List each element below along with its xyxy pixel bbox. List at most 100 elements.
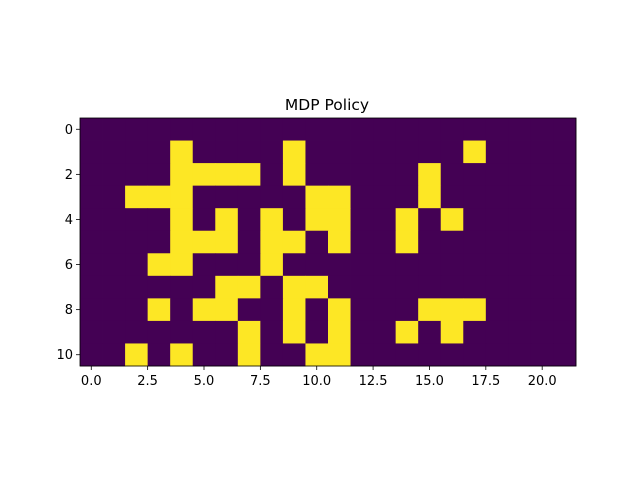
heatmap-cell: [282, 140, 306, 164]
heatmap-cell: [102, 298, 126, 322]
heatmap-cell: [418, 163, 442, 187]
heatmap-cell: [260, 320, 284, 344]
heatmap-cell: [282, 298, 306, 322]
heatmap-cell: [260, 253, 284, 277]
heatmap-cell: [485, 298, 509, 322]
heatmap-cell: [530, 253, 554, 277]
x-tick-label: 0.0: [81, 374, 102, 389]
heatmap-cell: [395, 140, 419, 164]
heatmap-cell: [328, 140, 351, 164]
heatmap-cell: [530, 343, 554, 367]
plot-frame: [79, 117, 577, 367]
heatmap-cell: [170, 253, 194, 277]
heatmap-cell: [102, 185, 126, 209]
heatmap-cell: [328, 118, 351, 141]
heatmap-cell: [485, 208, 509, 232]
heatmap-cell: [418, 298, 442, 322]
heatmap-cell: [440, 320, 464, 344]
heatmap-cell: [530, 230, 554, 254]
heatmap-cell: [418, 185, 442, 209]
heatmap-cell: [553, 343, 577, 367]
heatmap-cell: [350, 118, 374, 141]
heatmap-cell: [395, 343, 419, 367]
heatmap-cell: [237, 208, 261, 232]
heatmap-cell: [463, 275, 487, 299]
heatmap-cell: [463, 185, 487, 209]
x-tick-label: 12.5: [359, 374, 388, 389]
heatmap-cell: [553, 208, 577, 232]
heatmap-cell: [395, 208, 419, 232]
heatmap-cell: [215, 343, 239, 367]
heatmap-cell: [170, 185, 194, 209]
heatmap-cell: [125, 118, 149, 141]
heatmap-cell: [192, 118, 216, 141]
heatmap-cell: [373, 185, 397, 209]
heatmap-cell: [530, 208, 554, 232]
heatmap-cell: [305, 320, 329, 344]
y-axis: 0 2 4 6 8 10: [56, 123, 80, 363]
y-tick-label: 4: [65, 213, 73, 228]
heatmap-cell: [102, 163, 126, 187]
heatmap-cell: [147, 343, 171, 367]
x-tick-label: 20.0: [528, 374, 557, 389]
heatmap-cell: [328, 230, 351, 254]
heatmap-cell: [260, 140, 284, 164]
heatmap-cell: [192, 298, 216, 322]
heatmap-cell: [440, 140, 464, 164]
heatmap-cell: [530, 320, 554, 344]
heatmap-cell: [305, 163, 329, 187]
heatmap-cell: [125, 208, 149, 232]
heatmap-cell: [125, 140, 149, 164]
heatmap-cell: [237, 343, 261, 367]
heatmap-cell: [553, 118, 577, 141]
heatmap-cell: [215, 185, 239, 209]
heatmap-cell: [440, 208, 464, 232]
heatmap-cell: [147, 185, 171, 209]
heatmap-cell: [418, 230, 442, 254]
heatmap-cell: [102, 208, 126, 232]
heatmap-cell: [237, 298, 261, 322]
heatmap-cell: [305, 140, 329, 164]
heatmap-cell: [147, 230, 171, 254]
heatmap-cell: [395, 185, 419, 209]
heatmap-cell: [125, 320, 149, 344]
heatmap-cell: [508, 298, 532, 322]
heatmap-cell: [485, 275, 509, 299]
heatmap-cell: [125, 343, 149, 367]
heatmap-cell: [328, 163, 351, 187]
heatmap-cell: [440, 118, 464, 141]
heatmap-cell: [373, 208, 397, 232]
heatmap-cell: [282, 275, 306, 299]
heatmap-cell: [350, 185, 374, 209]
heatmap-cell: [508, 140, 532, 164]
heatmap-cell: [80, 343, 103, 367]
heatmap-cell: [237, 185, 261, 209]
heatmap-cell: [508, 320, 532, 344]
heatmap-cell: [485, 320, 509, 344]
heatmap-cell: [215, 140, 239, 164]
heatmap-cell: [305, 208, 329, 232]
heatmap-cell: [147, 140, 171, 164]
heatmap-cell: [350, 253, 374, 277]
heatmap-cell: [553, 320, 577, 344]
heatmap-cell: [485, 230, 509, 254]
heatmap-cell: [350, 230, 374, 254]
heatmap-cell: [508, 343, 532, 367]
heatmap-cell: [553, 185, 577, 209]
heatmap-cell: [282, 208, 306, 232]
heatmap-cell: [418, 208, 442, 232]
x-tick-label: 15.0: [415, 374, 444, 389]
heatmap-cell: [440, 298, 464, 322]
heatmap-cell: [463, 208, 487, 232]
heatmap-cell: [463, 140, 487, 164]
heatmap-cell: [237, 118, 261, 141]
heatmap-cell: [80, 298, 103, 322]
heatmap-cell: [373, 253, 397, 277]
heatmap-cell: [170, 140, 194, 164]
heatmap-cell: [170, 208, 194, 232]
x-tick-label: 7.5: [250, 374, 271, 389]
heatmap-cell: [553, 230, 577, 254]
heatmap-cell: [305, 230, 329, 254]
heatmap-cell: [260, 163, 284, 187]
